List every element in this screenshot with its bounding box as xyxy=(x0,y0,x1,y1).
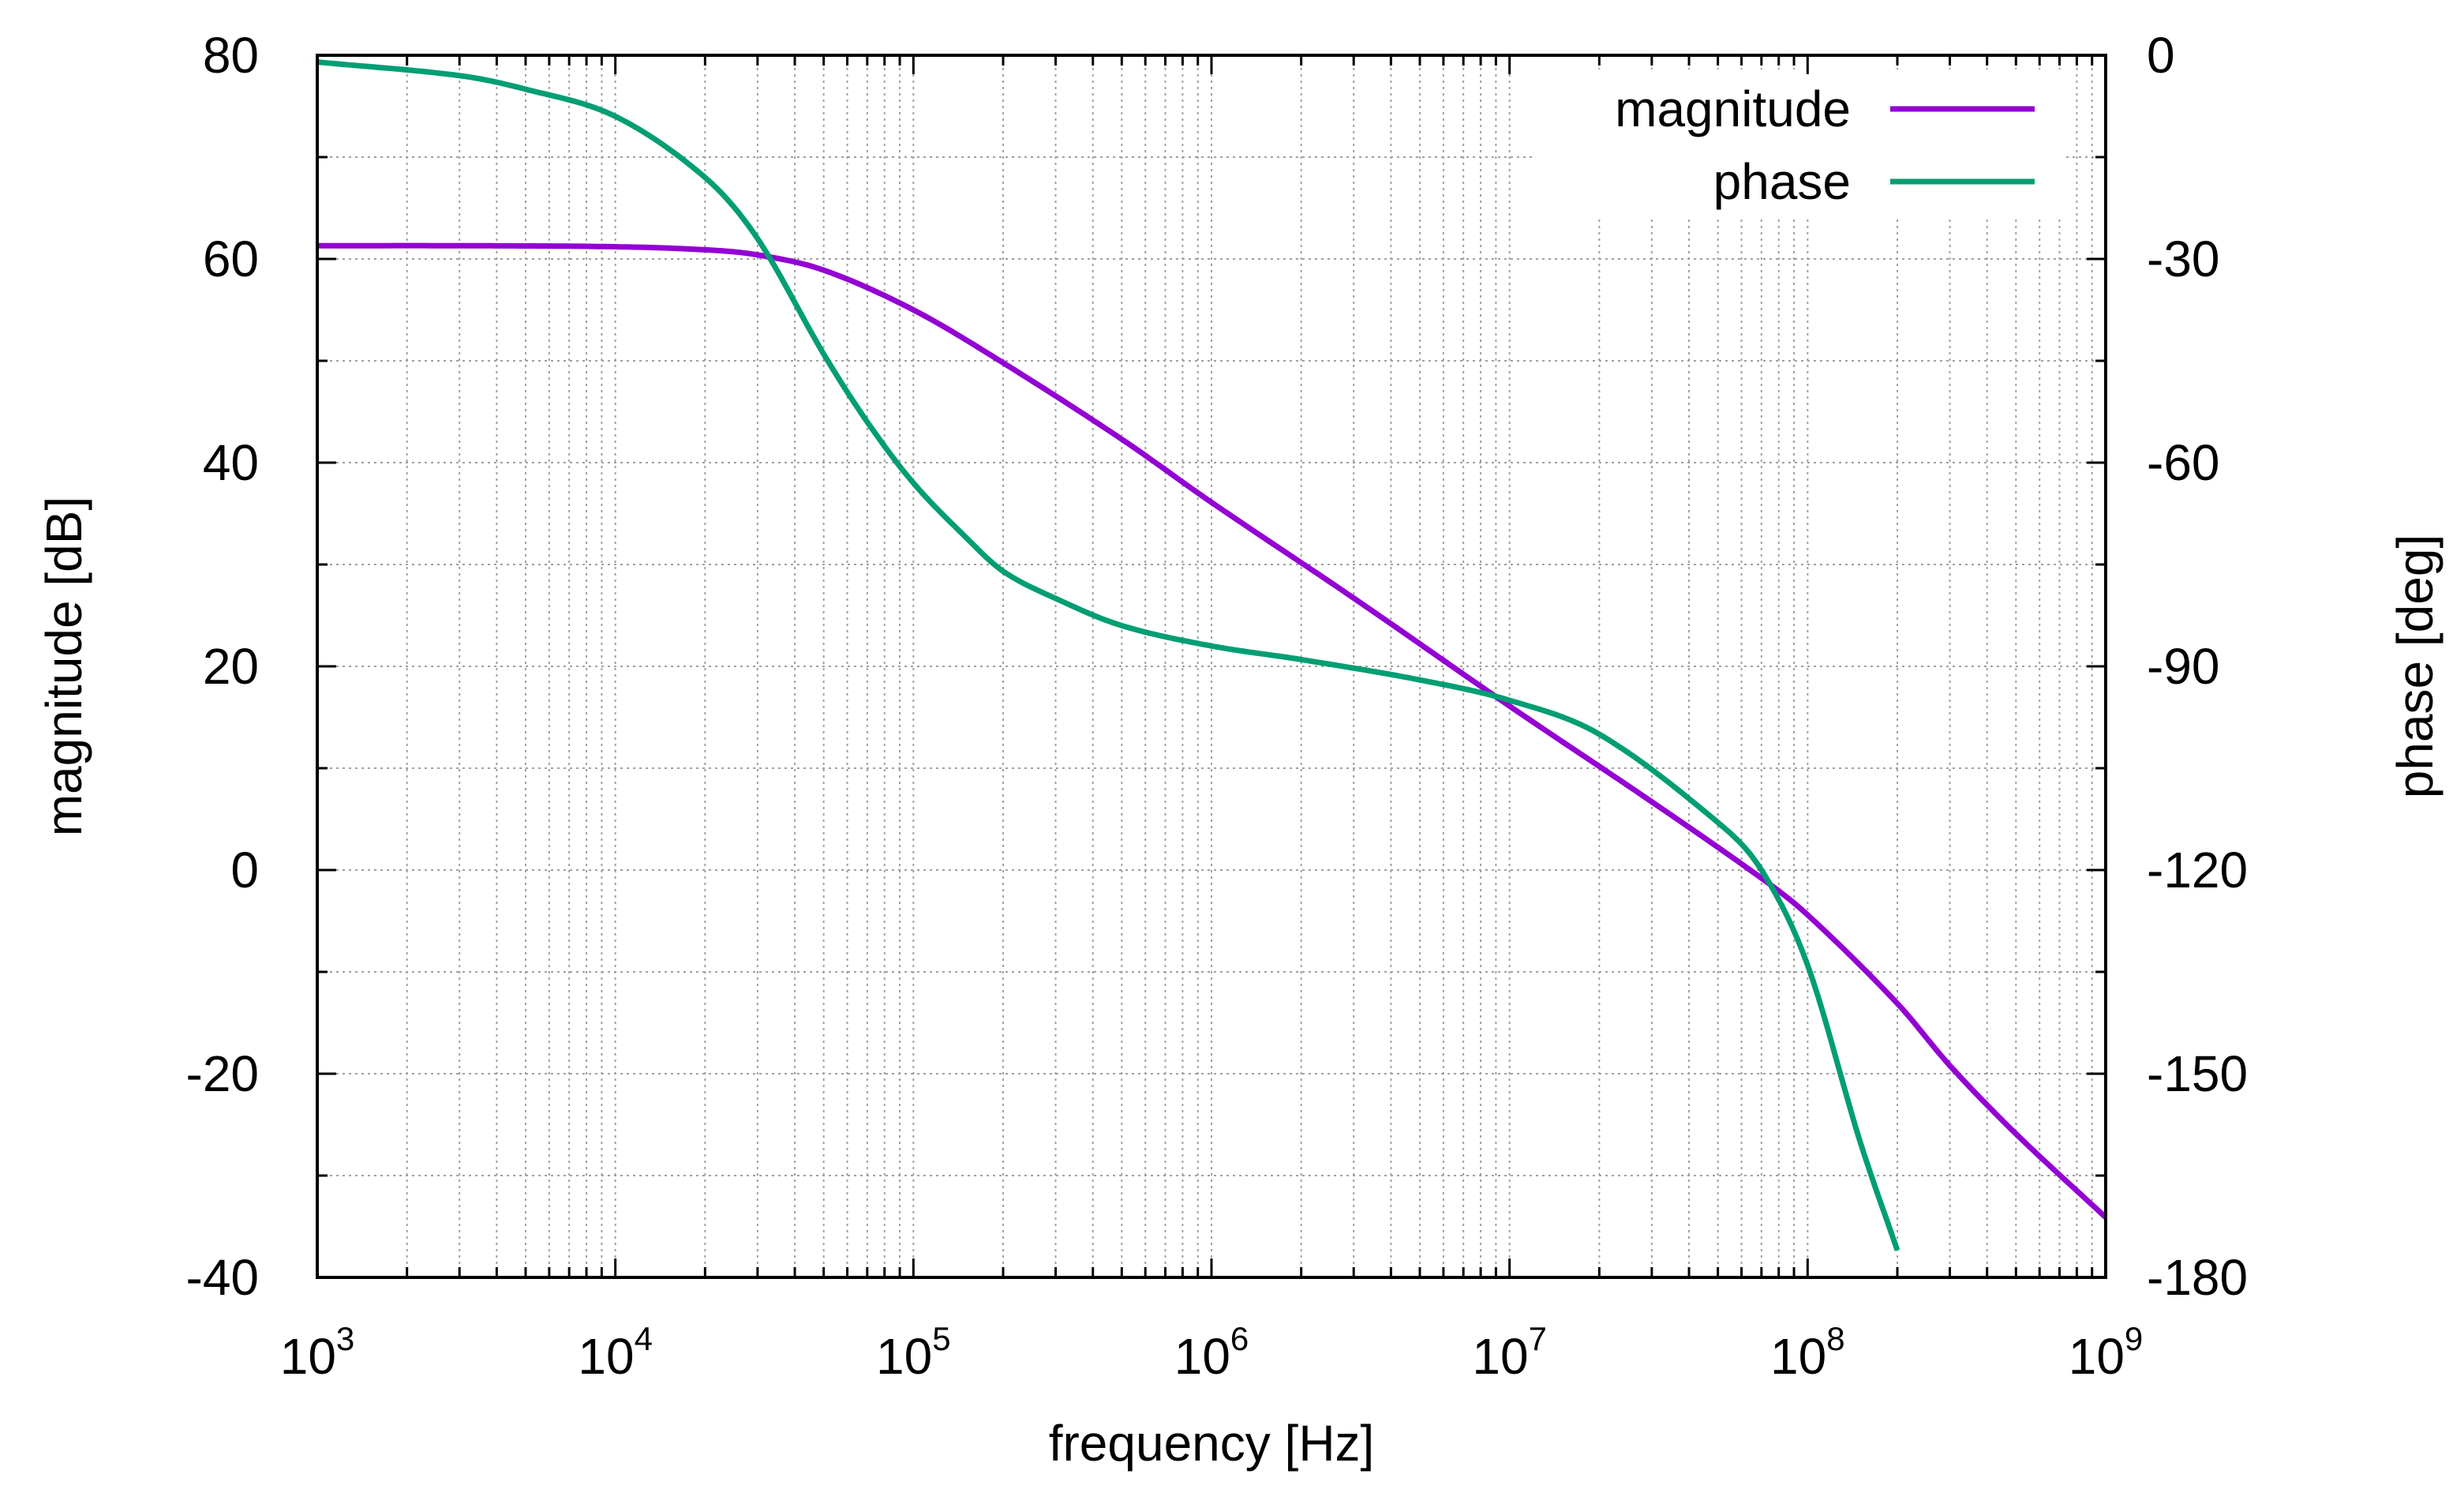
x-tick-label-exponent: 5 xyxy=(932,1320,950,1357)
series-line-phase xyxy=(316,59,1900,1251)
legend-background xyxy=(1535,69,2064,216)
y2-tick-label: -90 xyxy=(2147,638,2220,695)
legend-label-phase: phase xyxy=(1713,153,1851,210)
x-tick-label-base: 10 xyxy=(876,1328,932,1385)
legend-box xyxy=(1535,69,2064,216)
x-tick-label-exponent: 3 xyxy=(336,1320,354,1357)
x-tick-label-base: 10 xyxy=(578,1328,634,1385)
y2-tick-label: -150 xyxy=(2147,1045,2248,1102)
legend-label-magnitude: magnitude xyxy=(1615,81,1851,137)
x-tick-label-base: 10 xyxy=(1770,1328,1826,1385)
x-tick-label-base: 10 xyxy=(2069,1328,2125,1385)
y-axis-title: magnitude [dB] xyxy=(36,497,92,837)
y2-tick-label: -120 xyxy=(2147,842,2248,898)
x-tick-label: 103 xyxy=(280,1320,355,1385)
x-axis-title: frequency [Hz] xyxy=(1049,1415,1375,1472)
series-lines xyxy=(316,59,2108,1251)
y2-axis-title: phase [deg] xyxy=(2387,534,2443,799)
x-tick-label: 104 xyxy=(578,1320,653,1385)
grid-lines xyxy=(317,55,2106,1277)
x-tick-label: 105 xyxy=(876,1320,951,1385)
x-tick-label-exponent: 4 xyxy=(635,1320,653,1357)
x-tick-label-exponent: 9 xyxy=(2125,1320,2143,1357)
y2-tick-label: -60 xyxy=(2147,434,2220,491)
x-tick-label: 108 xyxy=(1770,1320,1845,1385)
y-tick-label: 80 xyxy=(203,27,259,84)
x-tick-label-exponent: 8 xyxy=(1826,1320,1844,1357)
x-tick-label-exponent: 7 xyxy=(1529,1320,1547,1357)
legend: magnitude phase xyxy=(1615,81,2035,210)
series-line-magnitude xyxy=(317,242,2108,1220)
x-tick-label: 109 xyxy=(2069,1320,2144,1385)
y-tick-label: -40 xyxy=(186,1249,260,1306)
y-tick-label: 60 xyxy=(203,231,259,287)
y2-tick-label: -30 xyxy=(2147,231,2220,287)
x-tick-label: 107 xyxy=(1472,1320,1547,1385)
y-tick-label: -20 xyxy=(186,1045,260,1102)
y2-tick-label: 0 xyxy=(2147,27,2175,84)
x-tick-label-base: 10 xyxy=(1174,1328,1230,1385)
y-tick-label: 40 xyxy=(203,434,259,491)
tick-marks xyxy=(316,54,2106,1279)
y-tick-label: 20 xyxy=(203,638,259,695)
tick-labels: 103 104 105 106 107 108 109806040200-20-400-30… xyxy=(186,27,2249,1385)
x-tick-label: 106 xyxy=(1174,1320,1249,1385)
x-tick-label-exponent: 6 xyxy=(1230,1320,1249,1357)
y2-tick-label: -180 xyxy=(2147,1249,2248,1306)
x-tick-label-base: 10 xyxy=(280,1328,336,1385)
x-tick-label-base: 10 xyxy=(1472,1328,1528,1385)
y-tick-label: 0 xyxy=(230,842,259,898)
